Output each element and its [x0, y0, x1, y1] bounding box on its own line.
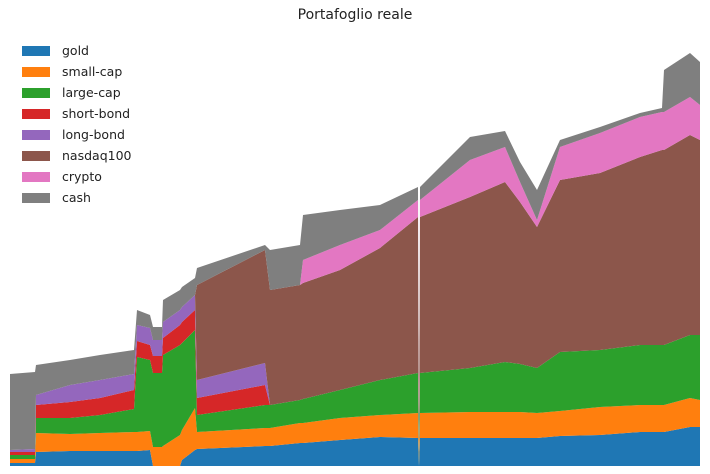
legend: gold small-cap large-cap short-bond long-bon…: [22, 40, 131, 208]
legend-swatch: [22, 45, 50, 56]
area-large-cap: [10, 330, 700, 466]
legend-item-nasdaq100: nasdaq100: [22, 145, 131, 166]
legend-label: cash: [62, 190, 91, 205]
area-nasdaq100: [10, 135, 700, 466]
chart-title: Portafoglio reale: [297, 7, 413, 23]
legend-label: gold: [62, 43, 89, 58]
area-crypto: [10, 97, 700, 466]
legend-swatch: [22, 171, 50, 182]
legend-swatch: [22, 108, 50, 119]
legend-label: nasdaq100: [62, 148, 132, 163]
legend-item-small-cap: small-cap: [22, 61, 131, 82]
legend-label: large-cap: [62, 85, 121, 100]
legend-label: small-cap: [62, 64, 123, 79]
legend-item-long-bond: long-bond: [22, 124, 131, 145]
area-small-cap: [10, 398, 700, 466]
legend-item-cash: cash: [22, 187, 131, 208]
legend-swatch: [22, 129, 50, 140]
legend-swatch: [22, 150, 50, 161]
legend-swatch: [22, 192, 50, 203]
legend-item-large-cap: large-cap: [22, 82, 131, 103]
legend-label: crypto: [62, 169, 102, 184]
legend-item-short-bond: short-bond: [22, 103, 131, 124]
legend-swatch: [22, 66, 50, 77]
legend-label: long-bond: [62, 127, 125, 142]
area-gold: [10, 427, 700, 466]
legend-item-gold: gold: [22, 40, 131, 61]
legend-label: short-bond: [62, 106, 131, 121]
legend-item-crypto: crypto: [22, 166, 131, 187]
legend-swatch: [22, 87, 50, 98]
